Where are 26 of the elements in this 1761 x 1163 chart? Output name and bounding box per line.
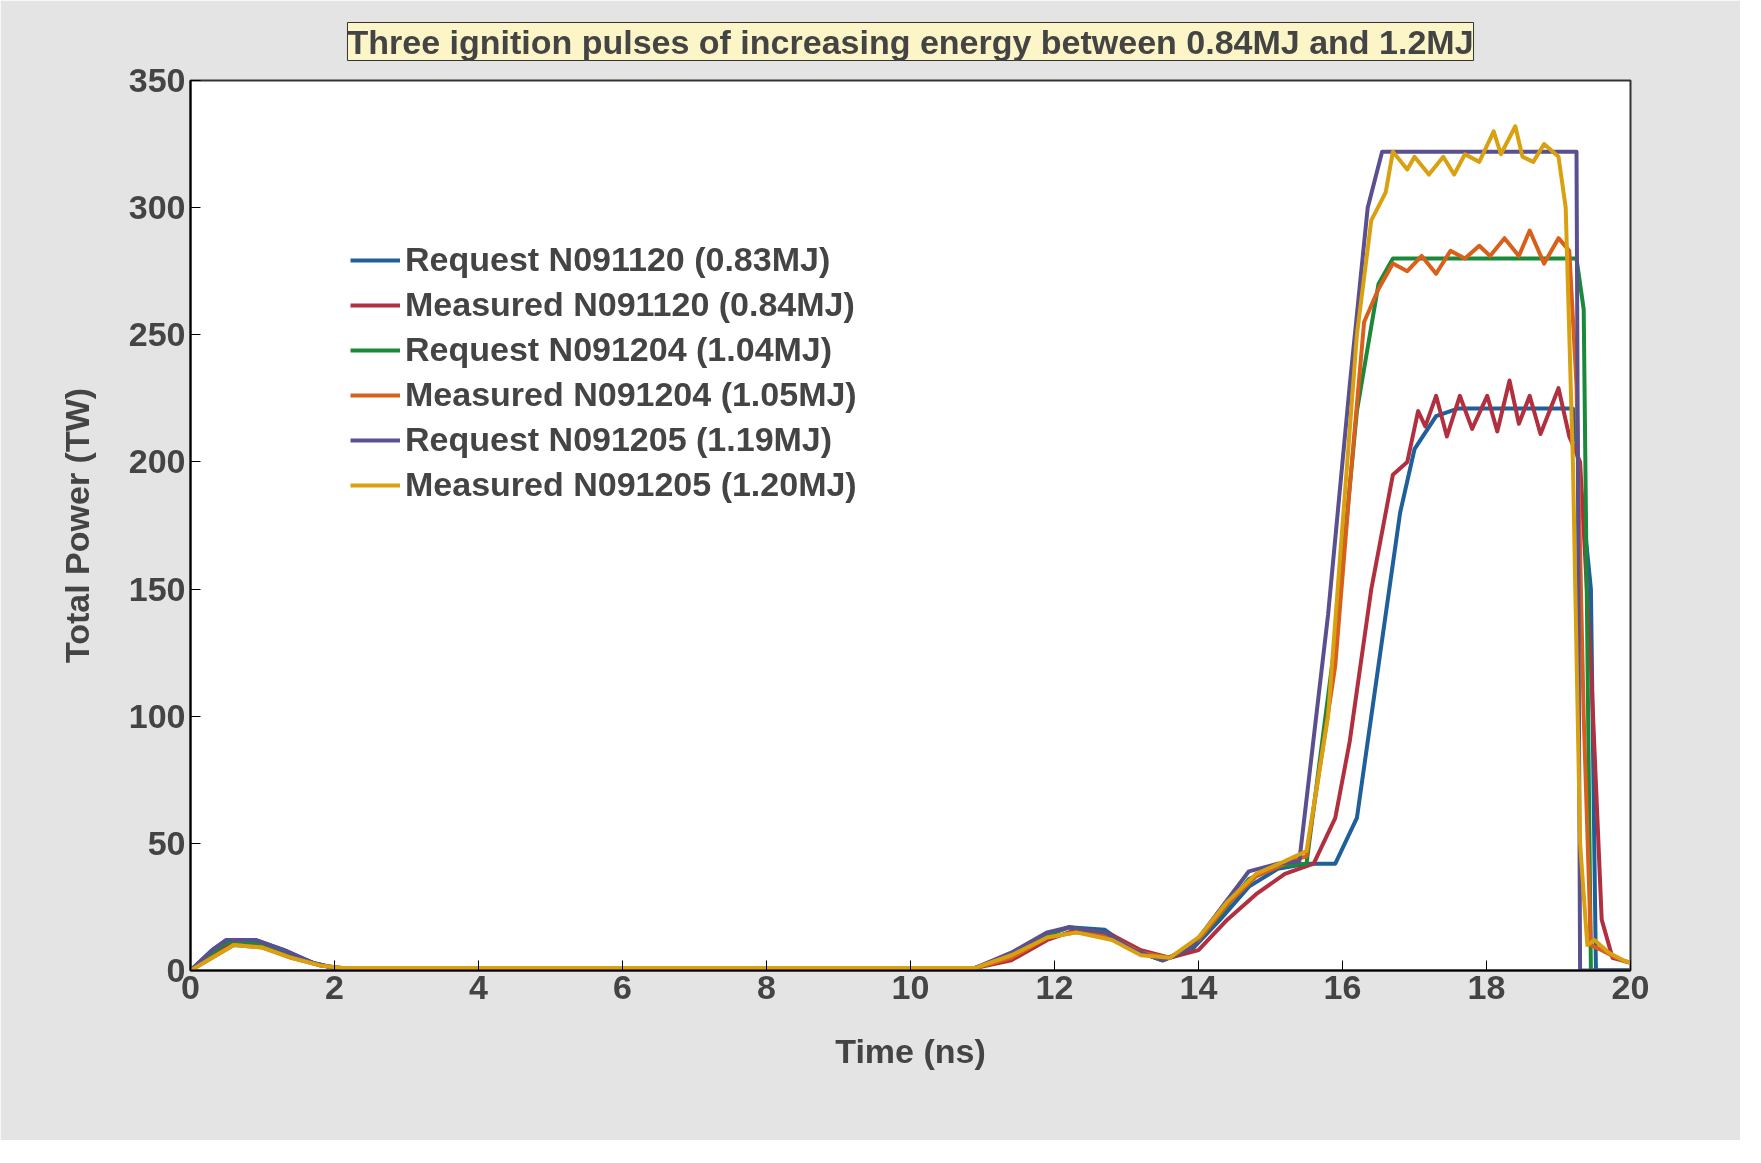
y-tick-label: 50	[147, 823, 186, 862]
y-tick-label: 150	[128, 569, 186, 608]
chart-title: Three ignition pulses of increasing energy between 0.84MJ and 1.2MJ	[347, 22, 1474, 61]
y-tick-label: 250	[128, 315, 186, 354]
legend-label: Request N091204 (1.04MJ)	[405, 330, 833, 369]
y-tick-label: 350	[128, 61, 186, 99]
x-tick-label: 2	[325, 967, 344, 1006]
y-tick-label: 200	[128, 442, 186, 481]
legend-label: Request N091120 (0.83MJ)	[405, 240, 831, 279]
x-tick-label: 4	[469, 967, 489, 1006]
legend-label: Request N091205 (1.19MJ)	[405, 420, 833, 459]
x-tick-label: 20	[1611, 967, 1650, 1006]
x-tick-label: 14	[1179, 967, 1218, 1006]
x-tick-label: 12	[1035, 967, 1074, 1006]
legend-label: Measured N091204 (1.05MJ)	[405, 375, 857, 414]
legend-label: Measured N091205 (1.20MJ)	[405, 465, 857, 504]
x-tick-label: 18	[1467, 967, 1506, 1006]
y-tick-label: 300	[128, 188, 186, 227]
x-tick-label: 6	[613, 967, 632, 1006]
legend-label: Measured N091120 (0.84MJ)	[405, 285, 855, 324]
x-tick-label: 16	[1323, 967, 1362, 1006]
x-tick-label: 8	[757, 967, 776, 1006]
y-axis-title: Total Power (TW)	[57, 387, 96, 664]
y-tick-label: 100	[128, 696, 186, 735]
x-axis-title: Time (ns)	[835, 1031, 986, 1070]
x-tick-label: 10	[891, 967, 930, 1006]
